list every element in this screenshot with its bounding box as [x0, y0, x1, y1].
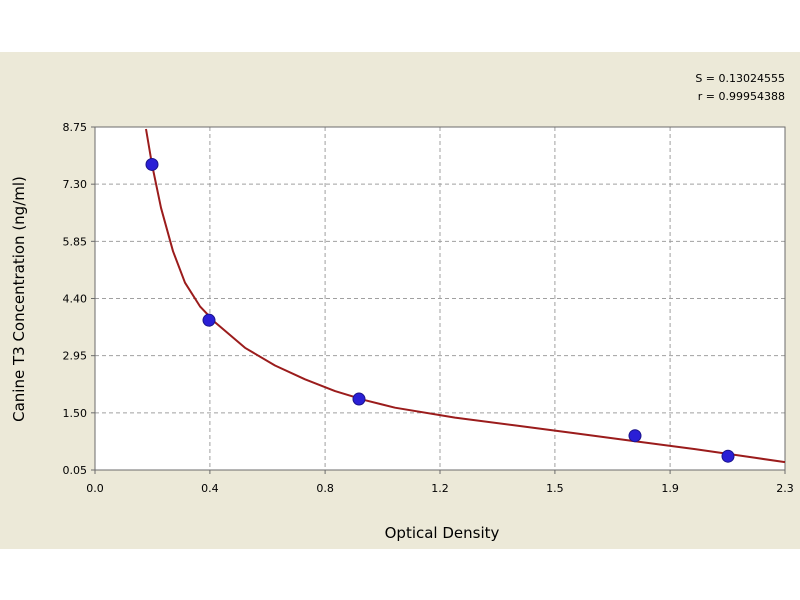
x-tick-label: 0.4 — [201, 482, 219, 495]
stat-r: r = 0.99954388 — [698, 90, 785, 103]
y-tick-label: 5.85 — [63, 235, 88, 248]
y-tick-label: 4.40 — [63, 293, 88, 306]
x-tick-label: 1.5 — [546, 482, 564, 495]
curve-layer — [145, 128, 786, 464]
y-tick-label: 2.95 — [63, 350, 88, 363]
y-tick-label: 7.30 — [63, 178, 88, 191]
data-point — [202, 313, 216, 327]
grid-layer — [95, 127, 785, 470]
data-point — [352, 392, 366, 406]
x-tick-label: 2.3 — [776, 482, 794, 495]
fit-curve — [145, 128, 786, 464]
x-tick-label: 0.8 — [316, 482, 334, 495]
x-axis-label: Optical Density — [385, 524, 500, 542]
y-tick-label: 0.05 — [63, 464, 88, 477]
data-point — [628, 429, 642, 443]
tick-layer: 0.0 0.4 0.8 1.2 1.5 1.9 2.3 8.75 7.30 5.85 4.40 2.9… — [63, 121, 794, 495]
stat-s: S = 0.13024555 — [695, 72, 785, 85]
x-tick-label: 0.0 — [86, 482, 104, 495]
y-tick-label: 1.50 — [63, 407, 88, 420]
x-tick-label: 1.9 — [661, 482, 679, 495]
data-point — [721, 449, 735, 463]
y-tick-label: 8.75 — [63, 121, 88, 134]
point-layer — [145, 157, 735, 463]
chart-svg: 0.0 0.4 0.8 1.2 1.5 1.9 2.3 8.75 7.30 5.85 4.40 2.9… — [10, 72, 794, 542]
chart-figure: 0.0 0.4 0.8 1.2 1.5 1.9 2.3 8.75 7.30 5.85 4.40 2.9… — [0, 52, 800, 549]
data-point — [145, 157, 159, 171]
y-axis-label: Canine T3 Concentration (ng/ml) — [10, 176, 28, 422]
x-tick-label: 1.2 — [431, 482, 449, 495]
